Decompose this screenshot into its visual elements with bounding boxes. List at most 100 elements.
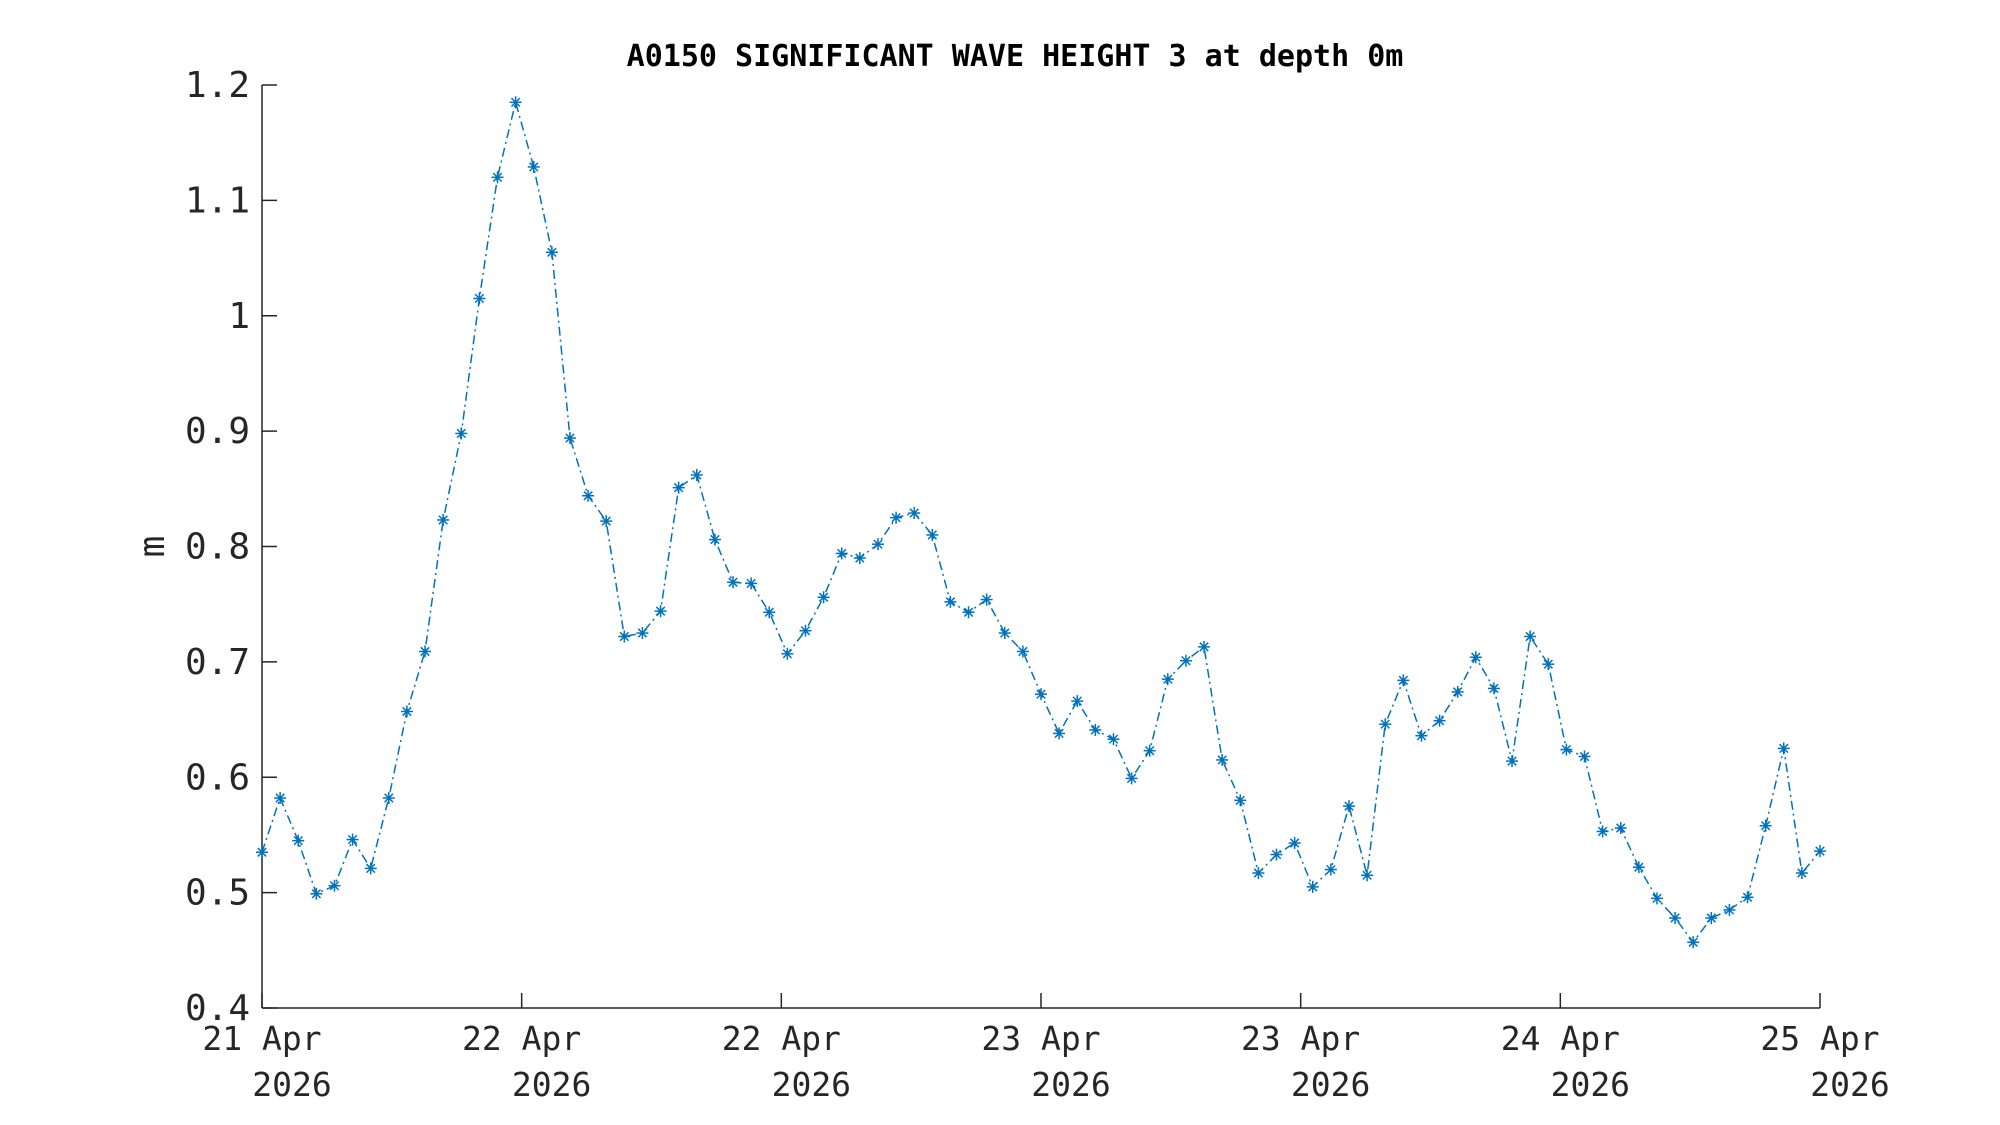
y-tick-label: 0.6 bbox=[185, 757, 250, 798]
data-point bbox=[256, 846, 268, 859]
data-point bbox=[1560, 743, 1573, 756]
data-point bbox=[1687, 936, 1700, 949]
data-point bbox=[1397, 674, 1410, 687]
x-tick-label: 23 Apr bbox=[1241, 1019, 1360, 1058]
x-tick-year-label: 2026 bbox=[772, 1065, 851, 1104]
data-point bbox=[563, 432, 576, 445]
data-point bbox=[1361, 869, 1374, 882]
data-point bbox=[1723, 903, 1736, 916]
data-point bbox=[890, 511, 903, 524]
chart-title: A0150 SIGNIFICANT WAVE HEIGHT 3 at depth… bbox=[627, 39, 1404, 74]
data-point bbox=[455, 427, 468, 440]
data-point bbox=[1342, 800, 1355, 813]
data-point bbox=[1035, 688, 1047, 701]
data-point bbox=[346, 833, 359, 846]
x-tick-year-label: 2026 bbox=[512, 1065, 591, 1104]
x-tick-year-label: 2026 bbox=[252, 1065, 331, 1104]
data-point bbox=[1379, 718, 1392, 731]
data-point bbox=[310, 887, 323, 900]
y-tick-label: 1 bbox=[228, 296, 250, 337]
data-point bbox=[545, 246, 558, 259]
data-point bbox=[582, 489, 595, 502]
data-point bbox=[527, 160, 540, 173]
data-point bbox=[1777, 742, 1790, 755]
data-point bbox=[292, 834, 305, 847]
y-axis: 0.4 0.5 0.6 0.7 0.8 0.9 1 1.1 1.2 bbox=[185, 65, 277, 1029]
data-point bbox=[1795, 867, 1808, 880]
y-tick-label: 0.7 bbox=[185, 642, 250, 683]
data-point bbox=[1016, 645, 1029, 658]
data-point bbox=[1433, 714, 1446, 727]
data-point bbox=[1596, 825, 1609, 838]
data-point bbox=[1415, 729, 1428, 742]
data-point bbox=[419, 645, 432, 658]
data-point bbox=[1161, 673, 1174, 686]
data-point bbox=[1542, 658, 1555, 671]
data-point bbox=[1524, 630, 1537, 643]
data-point bbox=[1071, 695, 1084, 708]
data-point bbox=[1650, 892, 1663, 905]
data-point bbox=[1143, 744, 1156, 757]
data-point bbox=[781, 647, 794, 660]
y-tick-label: 0.8 bbox=[185, 527, 250, 568]
data-point bbox=[1614, 822, 1627, 835]
data-point bbox=[437, 513, 450, 526]
data-point bbox=[1578, 750, 1591, 763]
data-point bbox=[1270, 848, 1283, 861]
y-tick-label: 1.1 bbox=[185, 180, 250, 221]
data-point bbox=[600, 515, 613, 528]
data-markers bbox=[256, 96, 1826, 949]
data-point bbox=[1089, 723, 1102, 736]
data-point bbox=[1179, 654, 1192, 667]
data-point bbox=[1053, 727, 1066, 740]
data-point bbox=[1741, 891, 1754, 904]
x-tick-year-label: 2026 bbox=[1551, 1065, 1630, 1104]
data-point bbox=[944, 595, 957, 608]
data-point bbox=[1216, 753, 1229, 766]
data-point bbox=[1306, 880, 1319, 893]
data-point bbox=[672, 481, 685, 494]
data-point bbox=[1487, 682, 1500, 695]
data-point bbox=[853, 552, 866, 565]
data-point bbox=[871, 538, 884, 551]
data-point bbox=[745, 577, 758, 590]
data-point bbox=[835, 547, 848, 560]
data-point bbox=[1252, 867, 1265, 880]
data-point bbox=[509, 96, 522, 109]
x-tick-label: 21 Apr bbox=[202, 1019, 321, 1058]
data-point bbox=[817, 591, 830, 604]
data-point bbox=[1198, 640, 1211, 653]
x-tick-label: 23 Apr bbox=[981, 1019, 1100, 1058]
data-point bbox=[727, 576, 740, 589]
data-point bbox=[998, 627, 1011, 640]
x-tick-label: 22 Apr bbox=[462, 1019, 581, 1058]
data-point bbox=[763, 606, 776, 619]
data-point bbox=[400, 705, 413, 718]
x-tick-label: 24 Apr bbox=[1501, 1019, 1620, 1058]
data-point bbox=[690, 468, 703, 481]
data-point bbox=[1324, 863, 1337, 876]
data-point bbox=[1632, 861, 1645, 874]
series-line bbox=[261, 99, 1821, 944]
data-point bbox=[1814, 845, 1826, 858]
data-point bbox=[926, 528, 939, 541]
y-axis-label: m bbox=[132, 536, 173, 558]
data-point bbox=[799, 624, 812, 637]
data-point bbox=[1125, 772, 1138, 785]
data-point bbox=[328, 879, 341, 892]
data-point bbox=[1288, 837, 1301, 850]
data-point bbox=[654, 605, 667, 618]
data-point bbox=[473, 292, 486, 305]
data-point bbox=[708, 533, 721, 546]
data-point bbox=[618, 630, 631, 643]
x-tick-label: 25 Apr bbox=[1760, 1019, 1879, 1058]
data-point bbox=[1469, 651, 1482, 664]
y-tick-label: 0.5 bbox=[185, 873, 250, 914]
x-tick-label: 22 Apr bbox=[722, 1019, 841, 1058]
x-tick-year-label: 2026 bbox=[1031, 1065, 1110, 1104]
data-point bbox=[1451, 685, 1464, 698]
data-point bbox=[1506, 755, 1519, 768]
data-point bbox=[908, 507, 921, 520]
x-tick-year-label: 2026 bbox=[1810, 1065, 1889, 1104]
data-point bbox=[1759, 819, 1772, 832]
